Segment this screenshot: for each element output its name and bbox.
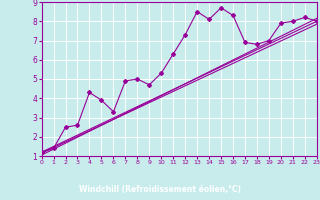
Text: Windchill (Refroidissement éolien,°C): Windchill (Refroidissement éolien,°C) [79,185,241,194]
